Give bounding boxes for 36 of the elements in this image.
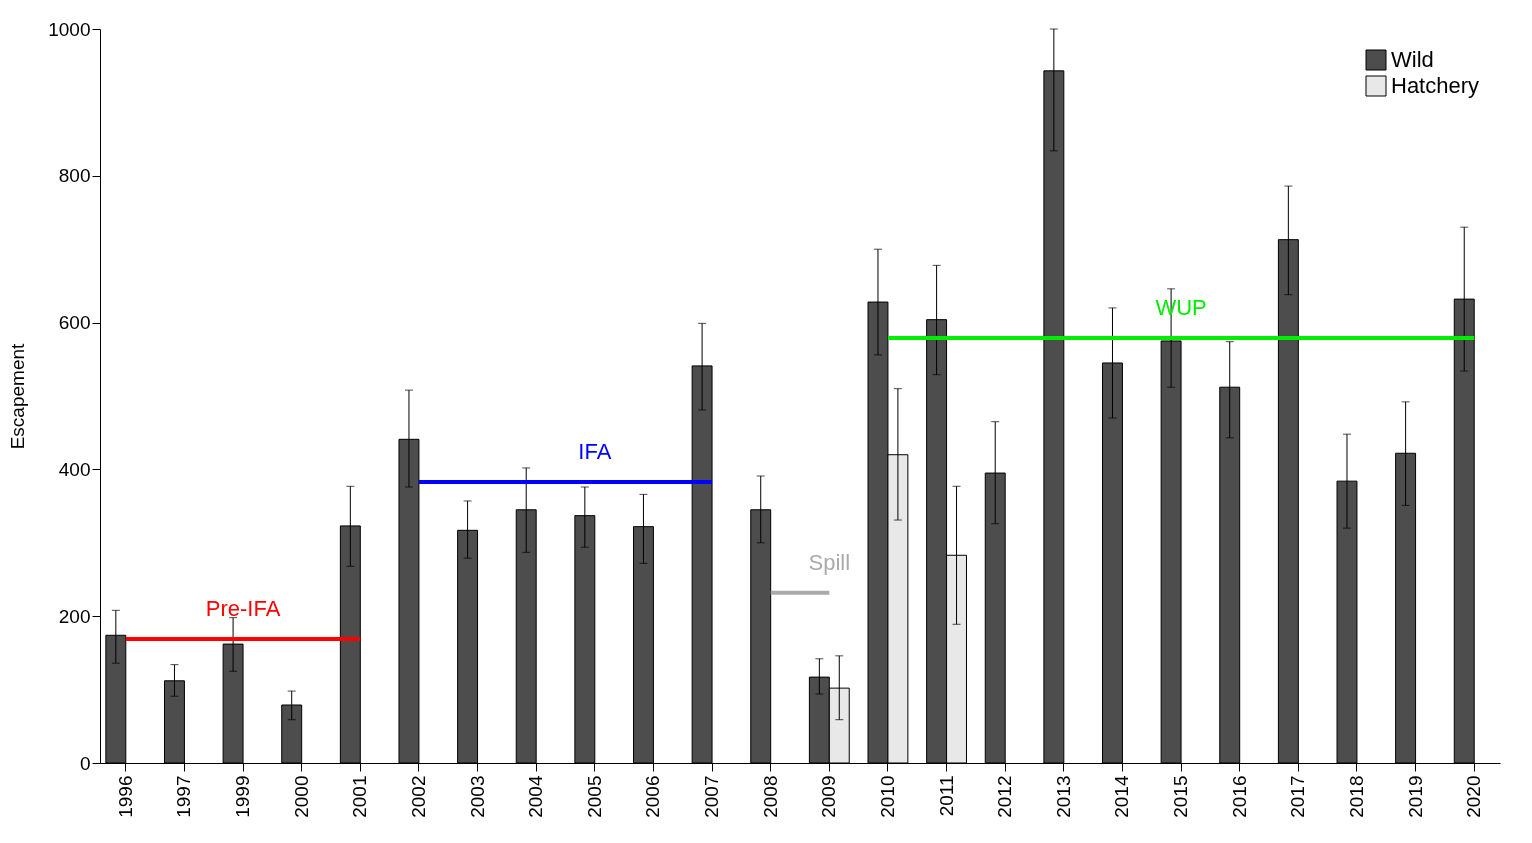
x-tick-label: 2002 (407, 775, 429, 818)
x-tick-label: 2016 (1228, 775, 1250, 818)
y-tick-label: 1000 (48, 18, 91, 40)
x-tick-label: 1999 (232, 775, 254, 818)
x-tick-label: 2001 (349, 775, 371, 818)
x-tick-label: 2005 (583, 775, 605, 818)
x-tick-label: 2010 (876, 775, 898, 818)
x-tick-label: 2007 (701, 775, 723, 818)
x-tick-label: 1996 (114, 775, 136, 818)
y-tick-label: 600 (58, 312, 91, 334)
x-tick-label: 2006 (642, 775, 664, 818)
legend-label: Hatchery (1391, 73, 1480, 98)
x-tick-label: 2011 (935, 775, 957, 817)
x-tick-label: 2019 (1404, 775, 1426, 818)
x-tick-label: 2012 (994, 775, 1016, 818)
x-tick-label: 2013 (1052, 775, 1074, 818)
x-tick-label: 2000 (290, 775, 312, 818)
y-tick-label: 200 (58, 605, 91, 627)
x-tick-label: 1997 (173, 775, 195, 818)
x-tick-label: 2020 (1463, 775, 1485, 818)
x-tick-label: 2018 (1345, 775, 1367, 818)
series-label: Spill (808, 549, 851, 575)
x-tick-label: 2009 (818, 775, 840, 818)
x-tick-label: 2017 (1287, 775, 1309, 818)
x-tick-label: 2008 (759, 775, 781, 818)
x-tick-label: 2015 (1170, 775, 1192, 818)
y-tick-label: 400 (58, 458, 91, 480)
y-axis-title: Escapement (7, 342, 29, 450)
legend-label: Wild (1391, 47, 1434, 72)
y-tick-label: 0 (79, 752, 91, 774)
x-tick-label: 2004 (525, 775, 547, 818)
x-tick-label: 2014 (1111, 775, 1133, 818)
y-tick-label: 800 (58, 165, 91, 187)
series-label: Pre-IFA (205, 595, 281, 621)
x-tick-label: 2003 (466, 775, 488, 818)
series-label: IFA (578, 438, 612, 464)
